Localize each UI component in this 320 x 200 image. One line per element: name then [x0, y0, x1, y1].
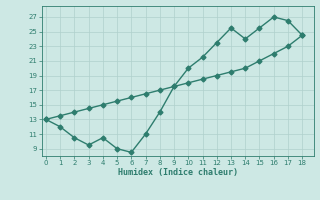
X-axis label: Humidex (Indice chaleur): Humidex (Indice chaleur): [118, 168, 237, 177]
